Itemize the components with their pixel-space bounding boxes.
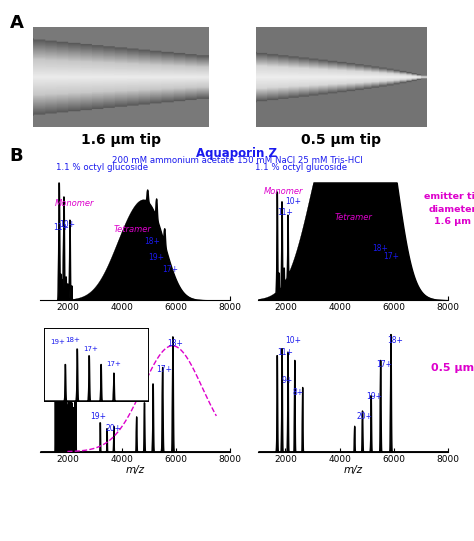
Text: 18+: 18+ (387, 337, 403, 346)
Text: 200 mM ammonium acetate 150 mM NaCl 25 mM Tris-HCl: 200 mM ammonium acetate 150 mM NaCl 25 m… (112, 156, 362, 165)
Text: 19+: 19+ (366, 392, 382, 401)
Text: 11+: 11+ (54, 223, 69, 232)
Text: Aquaporin Z: Aquaporin Z (197, 147, 277, 160)
Text: 17+: 17+ (383, 252, 400, 261)
Text: B: B (9, 147, 23, 165)
Text: 11+: 11+ (277, 208, 293, 217)
Text: 17+: 17+ (376, 360, 392, 369)
Text: 10+: 10+ (285, 337, 301, 346)
Text: A: A (9, 14, 23, 31)
Text: 11+: 11+ (277, 348, 293, 357)
Text: 11+: 11+ (56, 365, 73, 374)
Text: emitter tip
diameter
1.6 μm: emitter tip diameter 1.6 μm (424, 192, 474, 226)
Text: 10+: 10+ (59, 220, 75, 229)
Text: 20+: 20+ (105, 424, 121, 433)
Text: Monomer: Monomer (55, 199, 95, 208)
Text: 18+: 18+ (145, 237, 160, 246)
X-axis label: m/z: m/z (126, 465, 145, 475)
Text: 17+: 17+ (162, 265, 178, 274)
Text: 18+: 18+ (168, 339, 183, 348)
Text: 10+: 10+ (285, 197, 301, 206)
Text: 1.1 % octyl glucoside: 1.1 % octyl glucoside (56, 163, 148, 173)
Text: 9+: 9+ (69, 386, 80, 395)
Text: 8+: 8+ (293, 388, 304, 397)
Text: 19+: 19+ (48, 345, 64, 354)
Text: 1.6 μm tip: 1.6 μm tip (81, 133, 161, 147)
Text: 1.1 % octyl glucoside: 1.1 % octyl glucoside (255, 163, 347, 173)
Text: 0.5 μm: 0.5 μm (431, 363, 474, 373)
Text: Monomer: Monomer (264, 187, 303, 196)
Text: 9+: 9+ (282, 377, 292, 385)
X-axis label: m/z: m/z (344, 465, 363, 475)
Text: 19+: 19+ (149, 253, 164, 262)
Text: Tetramer: Tetramer (113, 225, 151, 234)
Text: 20+: 20+ (357, 412, 373, 421)
Text: Tetramer: Tetramer (334, 213, 372, 222)
Text: 18+: 18+ (372, 244, 388, 253)
Text: 17+: 17+ (156, 365, 172, 374)
Text: 19+: 19+ (91, 412, 106, 421)
Text: 0.5 μm tip: 0.5 μm tip (301, 133, 381, 147)
